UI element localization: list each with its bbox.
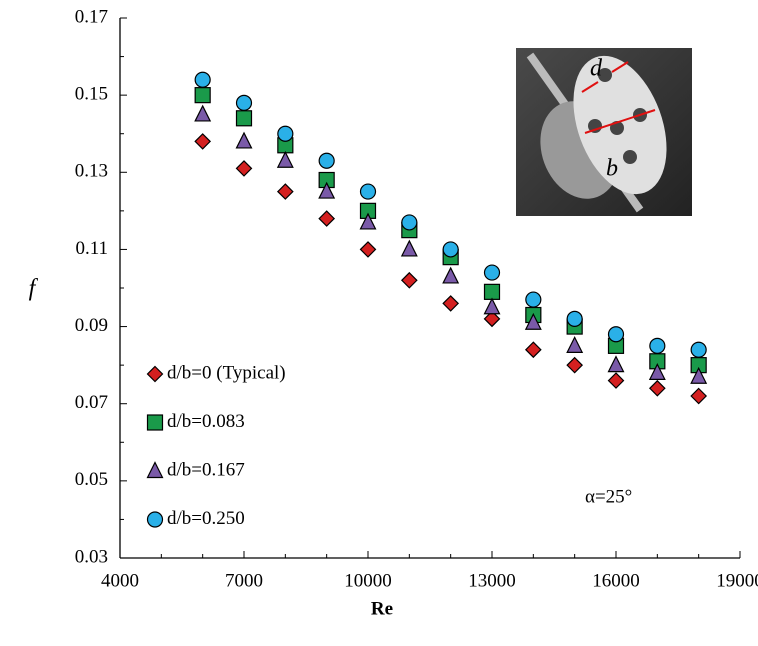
marker-circle (525, 291, 542, 308)
x-tick-label: 19000 (716, 570, 758, 591)
legend-label: d/b=0.083 (167, 411, 245, 432)
marker-triangle (194, 104, 212, 122)
marker-diamond (442, 295, 460, 312)
legend-label: d/b=0 (Typical) (167, 362, 286, 383)
inset-photo (516, 48, 692, 216)
legend-label: d/b=0.250 (167, 508, 245, 529)
y-tick-label: 0.09 (75, 315, 108, 336)
y-tick-label: 0.13 (75, 161, 108, 182)
marker-diamond (235, 160, 253, 177)
legend-label: d/b=0.167 (167, 459, 245, 480)
marker-circle (401, 214, 418, 231)
marker-diamond (194, 133, 212, 150)
marker-circle (607, 326, 625, 343)
marker-diamond (359, 241, 377, 258)
marker-triangle (566, 336, 584, 353)
annotation: α=25° (585, 486, 632, 507)
marker-circle (235, 94, 253, 111)
marker-circle (442, 241, 459, 258)
marker-circle (277, 125, 294, 142)
marker-triangle (524, 312, 542, 330)
marker-triangle (235, 131, 253, 149)
marker-square (483, 283, 501, 300)
marker-triangle (483, 297, 501, 315)
marker-diamond (400, 271, 418, 289)
marker-diamond (318, 210, 336, 227)
x-axis-label: Re (371, 598, 393, 619)
marker-diamond (524, 341, 542, 359)
marker-circle (318, 152, 335, 169)
marker-diamond (648, 379, 666, 397)
marker-triangle (318, 181, 336, 199)
marker-triangle (607, 355, 625, 373)
x-tick-label: 13000 (468, 570, 516, 591)
marker-triangle (648, 363, 666, 380)
y-tick-label: 0.15 (75, 84, 108, 105)
marker-diamond (276, 183, 294, 200)
inset-label: d (590, 56, 603, 82)
marker-diamond (483, 310, 501, 328)
marker-triangle (442, 266, 460, 284)
x-tick-label: 16000 (592, 570, 640, 591)
marker-triangle (359, 212, 377, 230)
y-axis-label: f (29, 276, 39, 302)
y-tick-label: 0.07 (75, 392, 108, 413)
marker-square (235, 110, 253, 127)
marker-circle (690, 341, 707, 358)
marker-triangle (400, 239, 418, 257)
marker-triangle (276, 150, 294, 168)
marker-diamond (566, 356, 584, 374)
x-tick-label: 10000 (344, 570, 392, 591)
marker-diamond (146, 365, 164, 383)
marker-circle (359, 183, 377, 200)
marker-square (194, 87, 211, 104)
x-tick-label: 7000 (225, 570, 263, 591)
marker-diamond (607, 372, 625, 389)
marker-diamond (690, 387, 708, 405)
y-tick-label: 0.05 (75, 469, 108, 490)
marker-circle (566, 310, 583, 327)
y-tick-label: 0.03 (75, 546, 108, 567)
marker-circle (194, 71, 211, 88)
x-tick-label: 4000 (101, 570, 139, 591)
y-tick-label: 0.11 (75, 238, 108, 259)
marker-triangle (690, 366, 708, 384)
marker-square (146, 414, 164, 431)
marker-circle (483, 264, 501, 281)
marker-circle (146, 511, 164, 528)
y-tick-label: 0.17 (75, 6, 108, 27)
marker-triangle (146, 461, 164, 479)
marker-circle (649, 337, 666, 354)
inset-label: b (606, 156, 618, 182)
